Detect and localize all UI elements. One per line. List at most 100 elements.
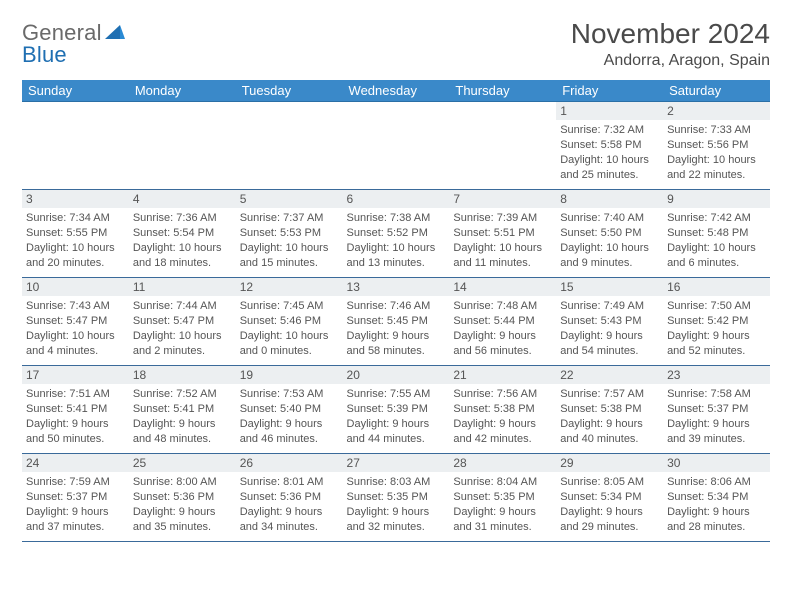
day-number: 27 <box>343 454 450 472</box>
day-number: 9 <box>663 190 770 208</box>
daylight-text-2: and 32 minutes. <box>347 520 446 535</box>
calendar-cell <box>449 102 556 190</box>
day-number: 21 <box>449 366 556 384</box>
daylight-text-2: and 4 minutes. <box>26 344 125 359</box>
sunrise-text: Sunrise: 7:36 AM <box>133 211 232 226</box>
daylight-text-2: and 9 minutes. <box>560 256 659 271</box>
day-number: 30 <box>663 454 770 472</box>
calendar-cell: 1Sunrise: 7:32 AMSunset: 5:58 PMDaylight… <box>556 102 663 190</box>
calendar-cell: 16Sunrise: 7:50 AMSunset: 5:42 PMDayligh… <box>663 278 770 366</box>
title-block: November 2024 Andorra, Aragon, Spain <box>571 18 770 70</box>
daylight-text-2: and 15 minutes. <box>240 256 339 271</box>
daylight-text: Daylight: 9 hours <box>667 329 766 344</box>
daylight-text-2: and 6 minutes. <box>667 256 766 271</box>
calendar-cell: 9Sunrise: 7:42 AMSunset: 5:48 PMDaylight… <box>663 190 770 278</box>
calendar-cell <box>22 102 129 190</box>
calendar-cell: 4Sunrise: 7:36 AMSunset: 5:54 PMDaylight… <box>129 190 236 278</box>
logo-sail-icon <box>104 20 126 45</box>
sunset-text: Sunset: 5:36 PM <box>240 490 339 505</box>
day-number: 13 <box>343 278 450 296</box>
calendar-table: Sunday Monday Tuesday Wednesday Thursday… <box>22 80 770 542</box>
logo: GeneralBlue <box>22 22 126 66</box>
calendar-week-row: 3Sunrise: 7:34 AMSunset: 5:55 PMDaylight… <box>22 190 770 278</box>
day-number: 18 <box>129 366 236 384</box>
daylight-text: Daylight: 10 hours <box>347 241 446 256</box>
logo-text: GeneralBlue <box>22 22 126 66</box>
daylight-text: Daylight: 10 hours <box>560 241 659 256</box>
day-number: 29 <box>556 454 663 472</box>
calendar-cell: 14Sunrise: 7:48 AMSunset: 5:44 PMDayligh… <box>449 278 556 366</box>
sunset-text: Sunset: 5:45 PM <box>347 314 446 329</box>
daylight-text-2: and 42 minutes. <box>453 432 552 447</box>
sunset-text: Sunset: 5:39 PM <box>347 402 446 417</box>
location: Andorra, Aragon, Spain <box>571 52 770 70</box>
sunrise-text: Sunrise: 7:32 AM <box>560 123 659 138</box>
sunrise-text: Sunrise: 8:04 AM <box>453 475 552 490</box>
daylight-text: Daylight: 10 hours <box>133 241 232 256</box>
day-number: 11 <box>129 278 236 296</box>
sunrise-text: Sunrise: 7:33 AM <box>667 123 766 138</box>
calendar-cell: 18Sunrise: 7:52 AMSunset: 5:41 PMDayligh… <box>129 366 236 454</box>
day-number: 10 <box>22 278 129 296</box>
sunrise-text: Sunrise: 7:58 AM <box>667 387 766 402</box>
daylight-text-2: and 54 minutes. <box>560 344 659 359</box>
daylight-text: Daylight: 9 hours <box>667 505 766 520</box>
sunset-text: Sunset: 5:48 PM <box>667 226 766 241</box>
weekday-friday: Friday <box>556 80 663 102</box>
daylight-text-2: and 50 minutes. <box>26 432 125 447</box>
header: GeneralBlue November 2024 Andorra, Arago… <box>22 18 770 70</box>
daylight-text-2: and 22 minutes. <box>667 168 766 183</box>
sunrise-text: Sunrise: 7:49 AM <box>560 299 659 314</box>
sunrise-text: Sunrise: 8:06 AM <box>667 475 766 490</box>
calendar-cell: 17Sunrise: 7:51 AMSunset: 5:41 PMDayligh… <box>22 366 129 454</box>
sunset-text: Sunset: 5:35 PM <box>453 490 552 505</box>
calendar-cell: 11Sunrise: 7:44 AMSunset: 5:47 PMDayligh… <box>129 278 236 366</box>
day-number: 2 <box>663 102 770 120</box>
sunset-text: Sunset: 5:47 PM <box>26 314 125 329</box>
sunset-text: Sunset: 5:37 PM <box>26 490 125 505</box>
daylight-text-2: and 18 minutes. <box>133 256 232 271</box>
day-number: 12 <box>236 278 343 296</box>
daylight-text: Daylight: 10 hours <box>240 329 339 344</box>
weekday-monday: Monday <box>129 80 236 102</box>
sunset-text: Sunset: 5:58 PM <box>560 138 659 153</box>
calendar-week-row: 17Sunrise: 7:51 AMSunset: 5:41 PMDayligh… <box>22 366 770 454</box>
daylight-text-2: and 29 minutes. <box>560 520 659 535</box>
sunrise-text: Sunrise: 7:53 AM <box>240 387 339 402</box>
day-number: 19 <box>236 366 343 384</box>
daylight-text-2: and 37 minutes. <box>26 520 125 535</box>
sunrise-text: Sunrise: 7:46 AM <box>347 299 446 314</box>
daylight-text: Daylight: 9 hours <box>240 505 339 520</box>
sunset-text: Sunset: 5:51 PM <box>453 226 552 241</box>
daylight-text: Daylight: 10 hours <box>26 241 125 256</box>
sunrise-text: Sunrise: 8:03 AM <box>347 475 446 490</box>
day-number: 17 <box>22 366 129 384</box>
calendar-cell: 19Sunrise: 7:53 AMSunset: 5:40 PMDayligh… <box>236 366 343 454</box>
daylight-text: Daylight: 9 hours <box>667 417 766 432</box>
daylight-text-2: and 34 minutes. <box>240 520 339 535</box>
calendar-cell: 21Sunrise: 7:56 AMSunset: 5:38 PMDayligh… <box>449 366 556 454</box>
calendar-cell: 3Sunrise: 7:34 AMSunset: 5:55 PMDaylight… <box>22 190 129 278</box>
daylight-text: Daylight: 9 hours <box>453 329 552 344</box>
daylight-text-2: and 28 minutes. <box>667 520 766 535</box>
sunset-text: Sunset: 5:41 PM <box>133 402 232 417</box>
sunset-text: Sunset: 5:38 PM <box>560 402 659 417</box>
calendar-week-row: 1Sunrise: 7:32 AMSunset: 5:58 PMDaylight… <box>22 102 770 190</box>
sunset-text: Sunset: 5:37 PM <box>667 402 766 417</box>
weekday-thursday: Thursday <box>449 80 556 102</box>
day-number: 4 <box>129 190 236 208</box>
daylight-text: Daylight: 9 hours <box>560 505 659 520</box>
calendar-cell: 10Sunrise: 7:43 AMSunset: 5:47 PMDayligh… <box>22 278 129 366</box>
daylight-text-2: and 46 minutes. <box>240 432 339 447</box>
sunrise-text: Sunrise: 8:05 AM <box>560 475 659 490</box>
calendar-cell: 24Sunrise: 7:59 AMSunset: 5:37 PMDayligh… <box>22 454 129 542</box>
calendar-cell <box>129 102 236 190</box>
calendar-cell: 8Sunrise: 7:40 AMSunset: 5:50 PMDaylight… <box>556 190 663 278</box>
daylight-text-2: and 13 minutes. <box>347 256 446 271</box>
calendar-cell: 23Sunrise: 7:58 AMSunset: 5:37 PMDayligh… <box>663 366 770 454</box>
day-number: 24 <box>22 454 129 472</box>
day-number: 7 <box>449 190 556 208</box>
weekday-tuesday: Tuesday <box>236 80 343 102</box>
sunset-text: Sunset: 5:35 PM <box>347 490 446 505</box>
calendar-cell: 20Sunrise: 7:55 AMSunset: 5:39 PMDayligh… <box>343 366 450 454</box>
